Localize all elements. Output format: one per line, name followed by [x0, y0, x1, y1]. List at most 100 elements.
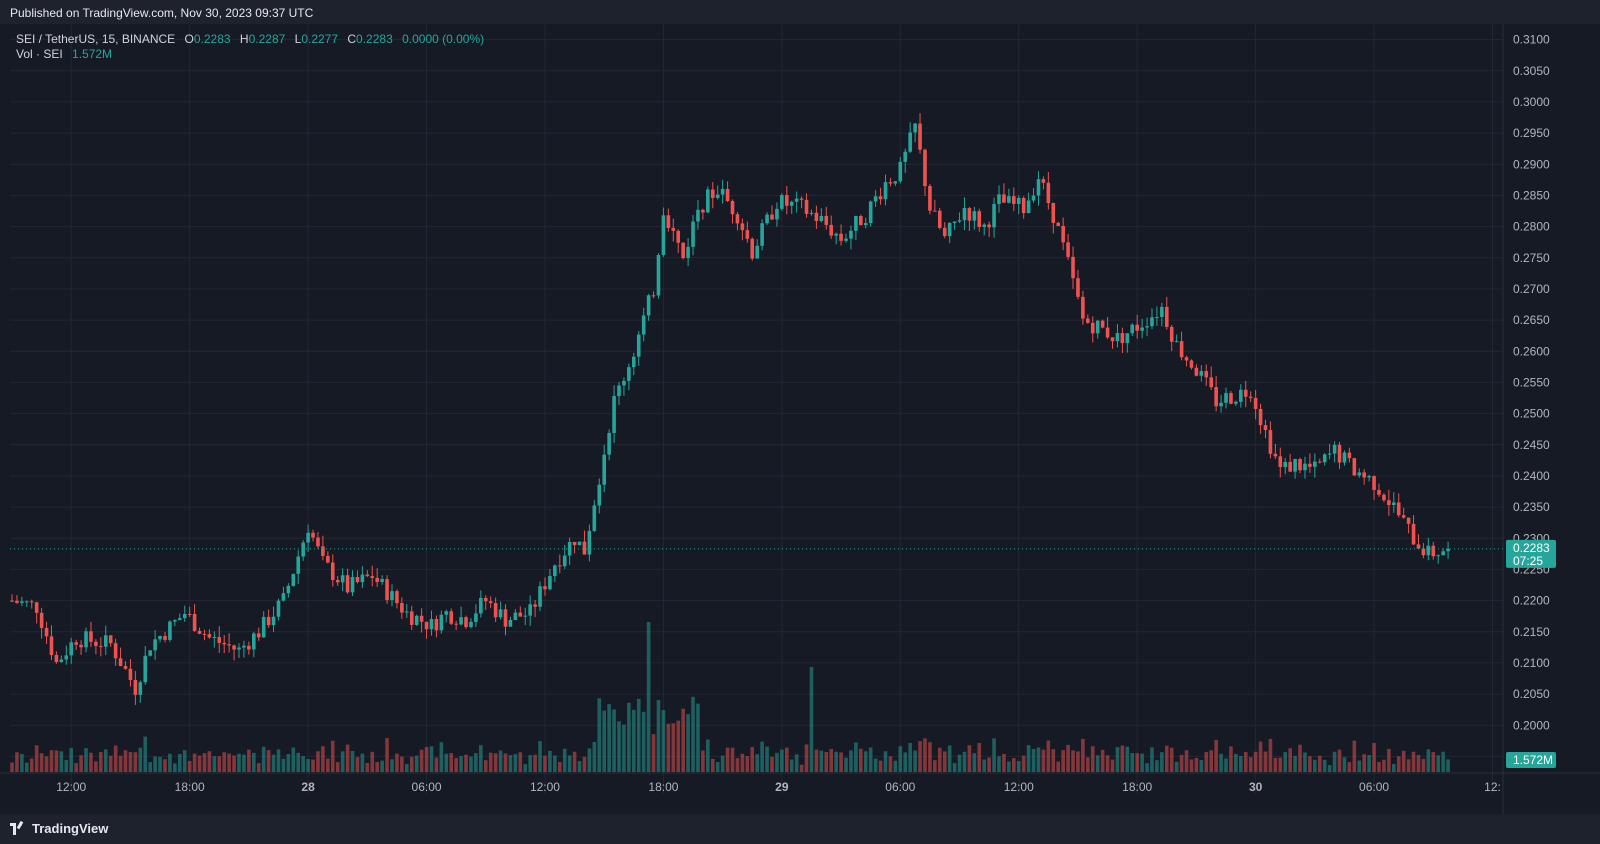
candle-body[interactable] — [814, 212, 819, 222]
candle-body[interactable] — [1446, 548, 1450, 552]
candle-body[interactable] — [340, 575, 345, 583]
candle-body[interactable] — [508, 619, 513, 627]
candle-body[interactable] — [1298, 459, 1302, 471]
candle-body[interactable] — [883, 182, 888, 200]
candle-body[interactable] — [947, 223, 952, 237]
candle-body[interactable] — [330, 562, 335, 581]
candle-body[interactable] — [784, 195, 789, 206]
candle-body[interactable] — [20, 601, 24, 603]
candle-body[interactable] — [1219, 402, 1223, 407]
candle-body[interactable] — [276, 600, 281, 617]
candle-body[interactable] — [957, 220, 962, 222]
candle-body[interactable] — [528, 604, 532, 616]
candle-body[interactable] — [1421, 548, 1426, 556]
candle-body[interactable] — [1278, 456, 1283, 468]
candle-body[interactable] — [59, 659, 64, 663]
candle-body[interactable] — [661, 215, 666, 255]
candle-body[interactable] — [1322, 454, 1327, 463]
candle-body[interactable] — [34, 602, 39, 613]
candle-body[interactable] — [750, 238, 755, 259]
candle-body[interactable] — [1392, 502, 1396, 506]
candle-body[interactable] — [671, 227, 676, 231]
candle-body[interactable] — [1382, 494, 1386, 501]
candle-body[interactable] — [1110, 337, 1115, 342]
candle-body[interactable] — [1169, 326, 1174, 342]
candle-body[interactable] — [143, 655, 148, 683]
candle-body[interactable] — [370, 576, 375, 578]
candle-body[interactable] — [1026, 200, 1031, 214]
candle-body[interactable] — [918, 123, 922, 150]
candle-body[interactable] — [434, 619, 439, 631]
candle-body[interactable] — [1125, 333, 1130, 344]
candle-body[interactable] — [794, 198, 799, 202]
candle-body[interactable] — [395, 591, 399, 604]
candle-body[interactable] — [1164, 306, 1169, 327]
candlestick-chart[interactable]: 0.3100 0.3050 0.3000 0.2950 0.2900 0.2850 0.28… — [0, 24, 1600, 814]
candle-body[interactable] — [1303, 463, 1307, 471]
candle-body[interactable] — [1012, 196, 1016, 204]
candle-body[interactable] — [1337, 444, 1342, 463]
candle-body[interactable] — [1095, 320, 1100, 334]
candle-body[interactable] — [942, 227, 947, 237]
candle-body[interactable] — [1135, 324, 1139, 331]
candle-body[interactable] — [1140, 327, 1144, 331]
candle-body[interactable] — [296, 556, 301, 574]
candle-body[interactable] — [710, 189, 715, 198]
candle-body[interactable] — [567, 541, 572, 556]
candle-body[interactable] — [94, 641, 98, 646]
candle-body[interactable] — [1327, 453, 1332, 455]
candle-body[interactable] — [405, 611, 409, 613]
candle-body[interactable] — [933, 210, 937, 212]
candle-body[interactable] — [1071, 256, 1075, 279]
candle-body[interactable] — [360, 574, 365, 583]
candle-body[interactable] — [1367, 476, 1371, 478]
candle-body[interactable] — [187, 613, 192, 615]
candle-body[interactable] — [1189, 360, 1194, 368]
candle-body[interactable] — [1041, 179, 1046, 183]
candle-body[interactable] — [1253, 397, 1258, 409]
candle-body[interactable] — [1317, 461, 1322, 463]
candle-body[interactable] — [967, 208, 972, 221]
candle-body[interactable] — [414, 615, 419, 625]
candle-body[interactable] — [636, 334, 641, 357]
candle-body[interactable] — [79, 644, 83, 648]
candle-body[interactable] — [691, 221, 695, 247]
candle-body[interactable] — [730, 200, 735, 215]
candle-body[interactable] — [350, 576, 355, 593]
candle-body[interactable] — [720, 188, 725, 195]
candle-body[interactable] — [464, 617, 468, 628]
candle-body[interactable] — [1234, 401, 1238, 404]
candle-body[interactable] — [493, 603, 498, 618]
candle-body[interactable] — [735, 214, 740, 224]
candle-body[interactable] — [893, 181, 898, 184]
candle-body[interactable] — [242, 645, 246, 648]
candle-body[interactable] — [1046, 182, 1051, 204]
candle-body[interactable] — [799, 198, 804, 200]
candle-body[interactable] — [854, 216, 858, 231]
candle-body[interactable] — [829, 224, 834, 236]
candle-body[interactable] — [133, 679, 138, 695]
candle-body[interactable] — [1347, 452, 1352, 459]
candle-body[interactable] — [1248, 396, 1253, 398]
candle-body[interactable] — [1406, 517, 1411, 524]
candle-body[interactable] — [1229, 393, 1233, 404]
candle-body[interactable] — [937, 210, 942, 228]
candle-body[interactable] — [138, 682, 143, 695]
candle-body[interactable] — [997, 194, 1001, 204]
candle-body[interactable] — [99, 645, 103, 647]
candle-body[interactable] — [271, 616, 276, 626]
candle-body[interactable] — [725, 188, 730, 201]
candle-body[interactable] — [207, 634, 212, 638]
candle-body[interactable] — [1115, 333, 1120, 342]
candle-body[interactable] — [577, 541, 582, 546]
candle-body[interactable] — [1357, 472, 1362, 476]
candle-body[interactable] — [1130, 324, 1135, 334]
candle-body[interactable] — [1160, 306, 1164, 318]
candle-body[interactable] — [424, 621, 429, 630]
candle-body[interactable] — [819, 215, 824, 222]
symbol-name[interactable]: SEI / TetherUS, 15, BINANCE — [16, 32, 176, 46]
candle-body[interactable] — [587, 530, 592, 555]
candle-body[interactable] — [1362, 472, 1366, 478]
candle-body[interactable] — [1100, 320, 1105, 328]
candle-body[interactable] — [1377, 489, 1381, 495]
